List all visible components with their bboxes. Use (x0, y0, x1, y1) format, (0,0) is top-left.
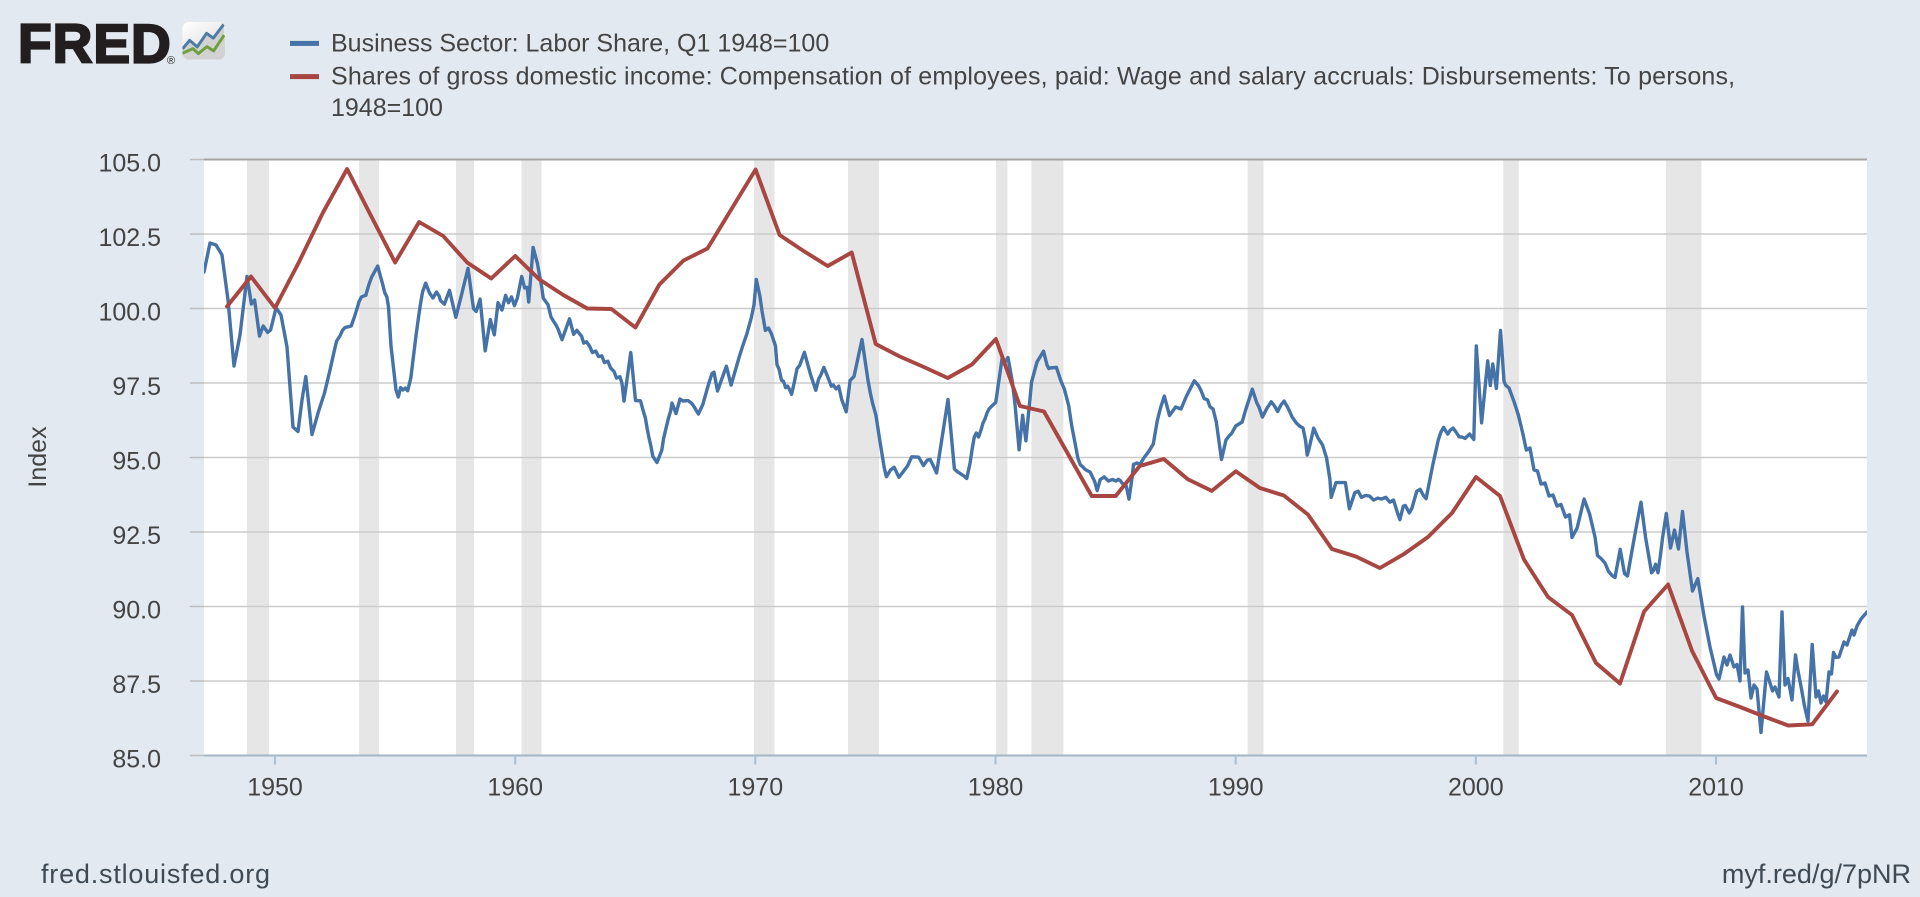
svg-text:1980: 1980 (968, 774, 1024, 802)
svg-text:2000: 2000 (1448, 774, 1504, 802)
svg-text:Business Sector: Labor Share,: Business Sector: Labor Share, Q1 1948=10… (331, 30, 829, 58)
svg-text:97.5: 97.5 (112, 373, 161, 401)
svg-text:1970: 1970 (727, 774, 783, 802)
svg-text:Index: Index (24, 426, 52, 488)
svg-text:myf.red/g/7pNR: myf.red/g/7pNR (1722, 859, 1911, 889)
svg-text:95.0: 95.0 (112, 448, 161, 476)
svg-text:87.5: 87.5 (112, 671, 161, 699)
svg-text:1950: 1950 (247, 774, 303, 802)
svg-text:90.0: 90.0 (112, 597, 161, 625)
svg-text:2010: 2010 (1688, 774, 1744, 802)
svg-text:102.5: 102.5 (98, 224, 161, 252)
svg-text:1960: 1960 (487, 774, 543, 802)
svg-text:1948=100: 1948=100 (331, 94, 443, 122)
svg-text:fred.stlouisfed.org: fred.stlouisfed.org (41, 859, 271, 889)
svg-text:®: ® (167, 55, 175, 67)
svg-text:FRED: FRED (18, 13, 172, 75)
svg-text:105.0: 105.0 (98, 150, 161, 178)
svg-text:Shares of gross domestic incom: Shares of gross domestic income: Compens… (331, 62, 1735, 90)
svg-text:100.0: 100.0 (98, 299, 161, 327)
svg-text:1990: 1990 (1208, 774, 1264, 802)
svg-text:92.5: 92.5 (112, 522, 161, 550)
svg-text:85.0: 85.0 (112, 746, 161, 774)
